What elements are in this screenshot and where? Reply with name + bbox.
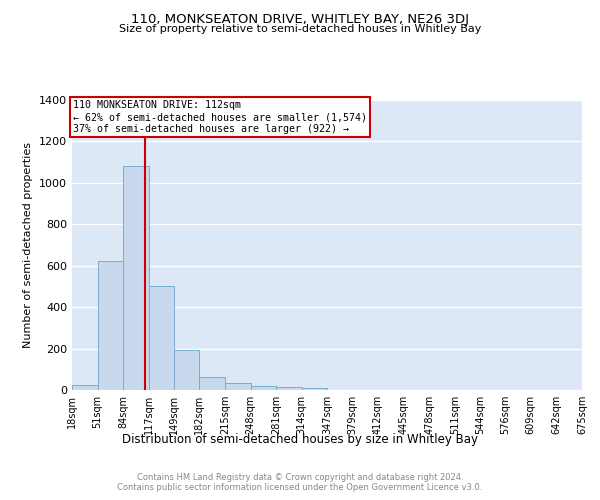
Bar <box>199 376 225 390</box>
Text: Contains HM Land Registry data © Crown copyright and database right 2024.: Contains HM Land Registry data © Crown c… <box>137 472 463 482</box>
Bar <box>123 166 149 390</box>
Text: Contains public sector information licensed under the Open Government Licence v3: Contains public sector information licen… <box>118 482 482 492</box>
Bar <box>149 286 173 390</box>
Bar <box>302 388 328 390</box>
Bar <box>276 387 302 390</box>
Y-axis label: Number of semi-detached properties: Number of semi-detached properties <box>23 142 34 348</box>
Bar <box>173 350 199 390</box>
Text: Size of property relative to semi-detached houses in Whitley Bay: Size of property relative to semi-detach… <box>119 24 481 34</box>
Bar <box>225 384 251 390</box>
Bar <box>72 385 98 390</box>
Text: 110 MONKSEATON DRIVE: 112sqm
← 62% of semi-detached houses are smaller (1,574)
3: 110 MONKSEATON DRIVE: 112sqm ← 62% of se… <box>73 100 367 134</box>
Bar <box>98 260 123 390</box>
Text: 110, MONKSEATON DRIVE, WHITLEY BAY, NE26 3DJ: 110, MONKSEATON DRIVE, WHITLEY BAY, NE26… <box>131 12 469 26</box>
Text: Distribution of semi-detached houses by size in Whitley Bay: Distribution of semi-detached houses by … <box>122 432 478 446</box>
Bar <box>251 386 276 390</box>
